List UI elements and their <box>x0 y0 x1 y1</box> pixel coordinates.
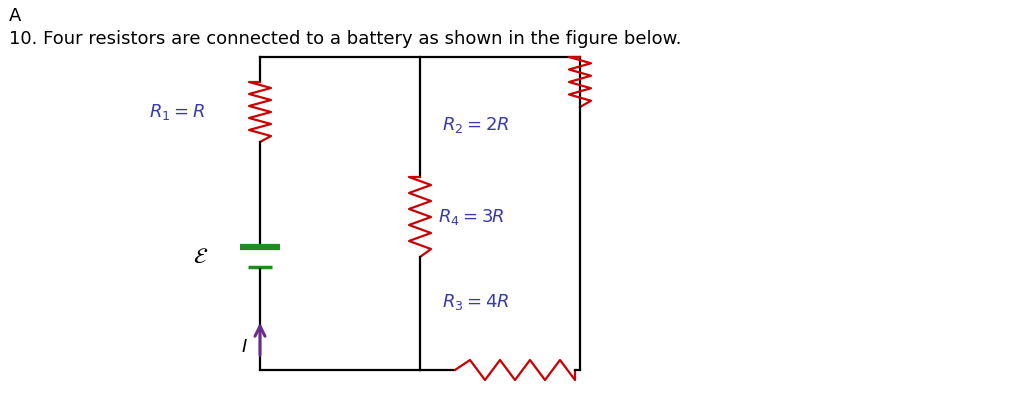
Text: $R_1 = R$: $R_1 = R$ <box>150 102 205 122</box>
Text: 10. Four resistors are connected to a battery as shown in the figure below.: 10. Four resistors are connected to a ba… <box>9 30 682 48</box>
Text: A: A <box>9 7 22 25</box>
Text: $\mathcal{E}$: $\mathcal{E}$ <box>193 247 208 267</box>
Text: $R_4 = 3R$: $R_4 = 3R$ <box>438 207 505 227</box>
Text: $R_3 = 4R$: $R_3 = 4R$ <box>442 292 509 312</box>
Text: $R_2 = 2R$: $R_2 = 2R$ <box>442 115 509 135</box>
Text: $I$: $I$ <box>242 338 248 356</box>
